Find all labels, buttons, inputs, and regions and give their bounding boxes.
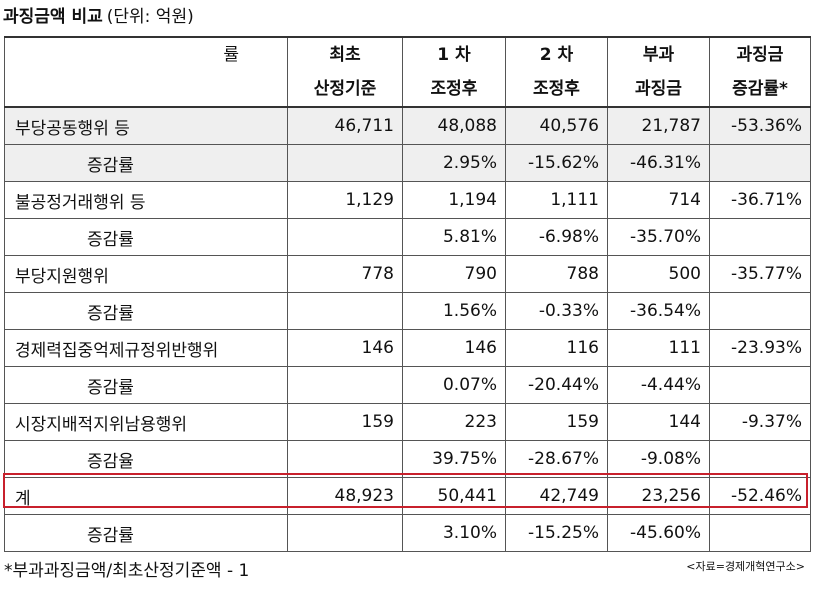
table-row-rate: 증감률 2.95% -15.62% -46.31%: [4, 144, 811, 182]
unit-text: (단위: 억원): [106, 7, 194, 27]
header-row: 률 최초 산정기준 1 차 조정후 2 차 조정후 부과 과징금 과징금 증감률*: [4, 36, 811, 107]
rate-value: 5.81%: [402, 218, 506, 256]
rate-value: -20.44%: [505, 366, 608, 404]
rate-label: 증감률: [4, 144, 288, 182]
rate-value: [287, 366, 403, 404]
row-value: 21,787: [607, 106, 710, 145]
row-value: 223: [402, 403, 506, 441]
title-text: 과징금액 비교: [3, 7, 103, 27]
rate-label: 증감율: [4, 440, 288, 478]
row-value: 790: [402, 255, 506, 293]
table-row-rate: 증감률 1.56% -0.33% -36.54%: [4, 292, 811, 330]
row-value: 48,923: [287, 477, 403, 515]
rate-value: -15.62%: [505, 144, 608, 182]
header-initial: 최초 산정기준: [287, 36, 403, 107]
table-row-rate: 증감률 0.07% -20.44% -4.44%: [4, 366, 811, 404]
rate-label: 증감률: [4, 514, 288, 552]
row-value: -9.37%: [709, 403, 811, 441]
rate-value: 0.07%: [402, 366, 506, 404]
row-value: 42,749: [505, 477, 608, 515]
rate-value: -36.54%: [607, 292, 710, 330]
source-note: <자료=경제개혁연구소>: [686, 560, 805, 573]
header-imposed: 부과 과징금: [607, 36, 710, 107]
table-row: 부당공동행위 등 46,711 48,088 40,576 21,787 -53.36%: [4, 106, 811, 145]
row-value: 111: [607, 329, 710, 367]
rate-value: [709, 144, 811, 182]
row-value: 1,111: [505, 181, 608, 219]
table-row-rate: 증감률 5.81% -6.98% -35.70%: [4, 218, 811, 256]
row-category: 부당공동행위 등: [4, 106, 288, 145]
rate-label: 증감률: [4, 218, 288, 256]
rate-value: -9.08%: [607, 440, 710, 478]
rate-label: 증감률: [4, 292, 288, 330]
table-row-rate: 증감율 39.75% -28.67% -9.08%: [4, 440, 811, 478]
table-row: 시장지배적지위남용행위 159 223 159 144 -9.37%: [4, 403, 811, 441]
footnote: *부과과징금액/최초산정기준액 - 1: [4, 561, 250, 581]
row-value: 788: [505, 255, 608, 293]
rate-value: [287, 514, 403, 552]
rate-value: -28.67%: [505, 440, 608, 478]
rate-value: -6.98%: [505, 218, 608, 256]
row-value: -35.77%: [709, 255, 811, 293]
row-value: 23,256: [607, 477, 710, 515]
row-value: 714: [607, 181, 710, 219]
table-row-rate: 증감률 3.10% -15.25% -45.60%: [4, 514, 811, 552]
rate-value: -4.44%: [607, 366, 710, 404]
rate-value: -15.25%: [505, 514, 608, 552]
table-row: 계 48,923 50,441 42,749 23,256 -52.46%: [4, 477, 811, 515]
rate-value: -35.70%: [607, 218, 710, 256]
rate-value: [709, 366, 811, 404]
rate-value: -45.60%: [607, 514, 710, 552]
rate-value: [709, 440, 811, 478]
row-value: 46,711: [287, 106, 403, 145]
rate-value: [709, 514, 811, 552]
row-value: -36.71%: [709, 181, 811, 219]
penalty-comparison-table: 률 최초 산정기준 1 차 조정후 2 차 조정후 부과 과징금 과징금 증감률* 부당공…: [4, 36, 811, 552]
header-first-adjust: 1 차 조정후: [402, 36, 506, 107]
row-value: 116: [505, 329, 608, 367]
rate-value: -0.33%: [505, 292, 608, 330]
row-value: 778: [287, 255, 403, 293]
rate-value: [287, 144, 403, 182]
row-value: 146: [402, 329, 506, 367]
corner-mark: 률: [223, 45, 239, 65]
table-row: 부당지원행위 778 790 788 500 -35.77%: [4, 255, 811, 293]
rate-value: [709, 292, 811, 330]
rate-value: -46.31%: [607, 144, 710, 182]
rate-value: [287, 440, 403, 478]
rate-value: 3.10%: [402, 514, 506, 552]
row-value: 48,088: [402, 106, 506, 145]
table-row: 경제력집중억제규정위반행위 146 146 116 111 -23.93%: [4, 329, 811, 367]
row-category: 불공정거래행위 등: [4, 181, 288, 219]
table-row: 불공정거래행위 등 1,129 1,194 1,111 714 -36.71%: [4, 181, 811, 219]
row-value: 500: [607, 255, 710, 293]
row-value: 159: [505, 403, 608, 441]
row-value: -23.93%: [709, 329, 811, 367]
row-category: 계: [4, 477, 288, 515]
rate-value: 2.95%: [402, 144, 506, 182]
row-category: 부당지원행위: [4, 255, 288, 293]
row-value: 159: [287, 403, 403, 441]
header-change-rate: 과징금 증감률*: [709, 36, 811, 107]
row-category: 시장지배적지위남용행위: [4, 403, 288, 441]
rate-label: 증감률: [4, 366, 288, 404]
row-value: 50,441: [402, 477, 506, 515]
header-corner: 률: [4, 36, 288, 107]
rate-value: 1.56%: [402, 292, 506, 330]
rate-value: [287, 218, 403, 256]
row-value: 146: [287, 329, 403, 367]
row-value: 40,576: [505, 106, 608, 145]
row-value: 1,129: [287, 181, 403, 219]
row-category: 경제력집중억제규정위반행위: [4, 329, 288, 367]
rate-value: 39.75%: [402, 440, 506, 478]
row-value: -52.46%: [709, 477, 811, 515]
row-value: 1,194: [402, 181, 506, 219]
rate-value: [287, 292, 403, 330]
row-value: 144: [607, 403, 710, 441]
header-second-adjust: 2 차 조정후: [505, 36, 608, 107]
rate-value: [709, 218, 811, 256]
table-title: 과징금액 비교 (단위: 억원): [3, 4, 194, 30]
row-value: -53.36%: [709, 106, 811, 145]
